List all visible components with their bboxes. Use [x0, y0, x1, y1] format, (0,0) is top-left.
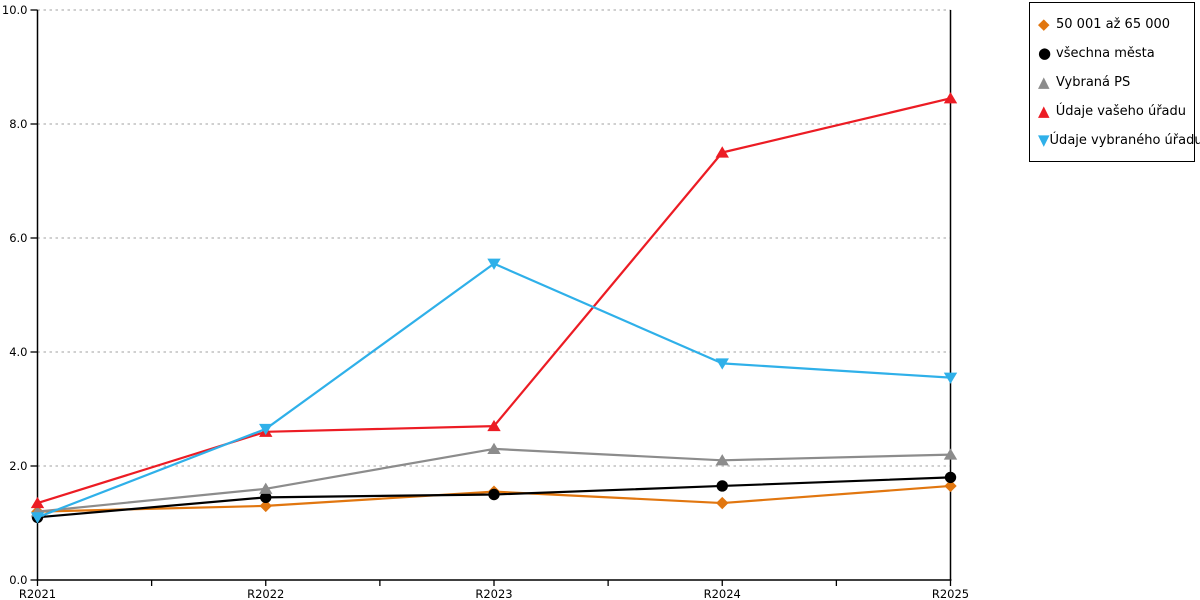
- y-tick-label: 4.0: [9, 345, 27, 359]
- legend-label: Údaje vybraného úřadu: [1049, 133, 1200, 148]
- data-point: [944, 479, 957, 493]
- data-point: [716, 496, 729, 510]
- legend-label: Vybraná PS: [1056, 75, 1131, 90]
- data-point: [30, 512, 45, 524]
- triangle-down-marker-icon: ▼: [1038, 131, 1050, 149]
- legend-label: Údaje vašeho úřadu: [1055, 104, 1186, 119]
- triangle-up-marker-icon: ▲: [1038, 102, 1050, 120]
- data-point: [943, 448, 958, 460]
- data-point: [259, 423, 273, 436]
- x-tick-label: R2022: [247, 587, 284, 600]
- x-tick-label: R2023: [475, 587, 512, 600]
- x-tick-label: R2025: [932, 587, 969, 600]
- legend-item: ◆ 50 001 až 65 000: [1038, 10, 1186, 39]
- data-point: [260, 491, 272, 504]
- legend-item: ▲ Údaje vašeho úřadu: [1038, 97, 1186, 126]
- diamond-marker-icon: ◆: [1038, 15, 1050, 33]
- y-tick-label: 10.0: [2, 3, 28, 17]
- legend-item: ▼ Údaje vybraného úřadu: [1038, 126, 1200, 155]
- series-line: [37, 97, 951, 505]
- data-point: [487, 419, 501, 432]
- x-tick-label: R2021: [19, 587, 56, 600]
- legend-item: ▲ Vybraná PS: [1038, 68, 1186, 97]
- data-point: [30, 496, 45, 509]
- data-point: [259, 482, 273, 494]
- x-tick-label: R2024: [704, 587, 741, 600]
- data-point: [715, 358, 729, 370]
- data-point: [715, 146, 729, 158]
- data-point: [488, 488, 500, 501]
- y-tick-label: 2.0: [9, 459, 27, 473]
- data-point: [944, 471, 957, 484]
- y-tick-label: 6.0: [9, 231, 27, 245]
- y-tick-label: 8.0: [9, 117, 27, 131]
- data-point: [487, 258, 501, 270]
- data-point: [259, 499, 272, 513]
- data-point: [487, 442, 501, 454]
- data-point: [716, 480, 728, 492]
- legend-label: 50 001 až 65 000: [1056, 17, 1171, 32]
- data-point: [943, 372, 958, 384]
- series-line: [37, 447, 951, 513]
- circle-marker-icon: ●: [1038, 44, 1052, 62]
- data-point: [943, 92, 958, 104]
- y-tick-label: 0.0: [9, 573, 27, 587]
- legend: ◆ 50 001 až 65 000 ● všechna města ▲ Vyb…: [1029, 2, 1200, 162]
- data-point: [715, 454, 729, 466]
- triangle-up-marker-icon: ▲: [1038, 73, 1050, 91]
- legend-label: všechna města: [1056, 46, 1155, 61]
- legend-item: ● všechna města: [1038, 39, 1186, 68]
- series-line: [37, 262, 951, 519]
